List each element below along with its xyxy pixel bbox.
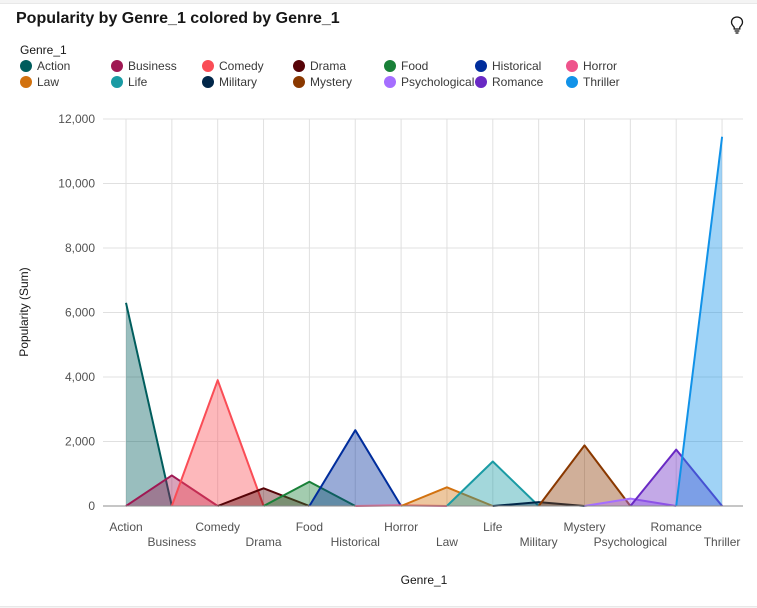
legend-label: Mystery bbox=[310, 75, 352, 89]
x-tick-label: Thriller bbox=[704, 535, 741, 549]
legend-label: Romance bbox=[492, 75, 544, 89]
legend-swatch bbox=[202, 60, 214, 72]
y-tick-label: 2,000 bbox=[65, 435, 95, 449]
line-comedy bbox=[170, 379, 265, 507]
area-food bbox=[263, 481, 356, 506]
legend-label: Psychological bbox=[401, 75, 475, 89]
y-tick-label: 10,000 bbox=[58, 177, 95, 191]
legend-item-drama[interactable]: Drama bbox=[293, 59, 346, 73]
legend-swatch bbox=[566, 76, 578, 88]
x-tick-label: Life bbox=[483, 520, 503, 534]
legend-item-romance[interactable]: Romance bbox=[475, 75, 543, 89]
line-romance bbox=[629, 448, 723, 507]
legend-item-business[interactable]: Business bbox=[111, 59, 177, 73]
legend-label: Drama bbox=[310, 59, 347, 73]
x-tick-label: Psychological bbox=[594, 535, 667, 549]
x-tick-label: Business bbox=[147, 535, 196, 549]
area-law bbox=[401, 487, 493, 506]
y-tick-label: 12,000 bbox=[58, 112, 95, 126]
legend-title: Genre_1 bbox=[20, 43, 67, 57]
legend-item-horror[interactable]: Horror bbox=[566, 59, 617, 73]
line-action bbox=[125, 302, 173, 507]
line-food bbox=[263, 480, 356, 507]
legend-label: Food bbox=[401, 59, 429, 73]
area-drama bbox=[217, 488, 310, 506]
y-axis-title: Popularity (Sum) bbox=[17, 267, 31, 356]
legend-label: Comedy bbox=[219, 59, 264, 73]
legend-label: Historical bbox=[492, 59, 542, 73]
legend-item-life[interactable]: Life bbox=[111, 75, 147, 89]
x-tick-label: Action bbox=[109, 520, 142, 534]
legend-item-thriller[interactable]: Thriller bbox=[566, 75, 620, 89]
chart-title: Popularity by Genre_1 colored by Genre_1 bbox=[16, 10, 340, 27]
legend-label: Thriller bbox=[583, 75, 620, 89]
legend-label: Life bbox=[128, 75, 148, 89]
line-military bbox=[492, 501, 585, 507]
line-drama bbox=[217, 487, 310, 507]
legend-swatch bbox=[202, 76, 214, 88]
x-tick-label: Historical bbox=[331, 535, 380, 549]
area-comedy bbox=[171, 380, 264, 506]
y-tick-label: 6,000 bbox=[65, 306, 95, 320]
area-historical bbox=[309, 430, 402, 506]
legend-swatch bbox=[111, 60, 123, 72]
legend-item-mystery[interactable]: Mystery bbox=[293, 75, 352, 89]
legend-item-action[interactable]: Action bbox=[20, 59, 70, 73]
legend-item-food[interactable]: Food bbox=[384, 59, 428, 73]
x-tick-label: Mystery bbox=[564, 520, 606, 534]
area-mystery bbox=[538, 445, 631, 506]
x-tick-label: Law bbox=[436, 535, 458, 549]
legend-item-psychological[interactable]: Psychological bbox=[384, 75, 474, 89]
legend-label: Horror bbox=[583, 59, 618, 73]
line-mystery bbox=[537, 444, 632, 507]
legend-item-military[interactable]: Military bbox=[202, 75, 257, 89]
x-tick-label: Romance bbox=[651, 520, 703, 534]
legend-swatch bbox=[293, 60, 305, 72]
area-business bbox=[126, 475, 218, 506]
legend-swatch bbox=[20, 76, 32, 88]
x-tick-label: Horror bbox=[384, 520, 418, 534]
area-life bbox=[446, 461, 539, 506]
legend-swatch bbox=[475, 76, 487, 88]
legend-label: Law bbox=[37, 75, 60, 89]
legend-label: Business bbox=[128, 59, 177, 73]
legend-item-comedy[interactable]: Comedy bbox=[202, 59, 264, 73]
line-historical bbox=[308, 429, 402, 507]
legend-swatch bbox=[293, 76, 305, 88]
x-tick-label: Military bbox=[520, 535, 558, 549]
y-tick-label: 0 bbox=[88, 499, 95, 513]
line-life bbox=[446, 460, 540, 507]
line-thriller bbox=[675, 136, 724, 507]
x-tick-label: Food bbox=[296, 520, 323, 534]
legend-swatch bbox=[20, 60, 32, 72]
y-tick-label: 4,000 bbox=[65, 370, 95, 384]
legend-swatch bbox=[111, 76, 123, 88]
legend-swatch bbox=[475, 60, 487, 72]
line-psychological bbox=[584, 497, 677, 507]
legend-label: Military bbox=[219, 75, 257, 89]
x-tick-label: Comedy bbox=[195, 520, 240, 534]
x-axis-title: Genre_1 bbox=[401, 573, 448, 587]
legend-item-historical[interactable]: Historical bbox=[475, 59, 541, 73]
legend-swatch bbox=[384, 76, 396, 88]
area-romance bbox=[630, 449, 723, 506]
line-business bbox=[125, 474, 219, 507]
legend-item-law[interactable]: Law bbox=[20, 75, 59, 89]
line-law bbox=[400, 486, 494, 507]
legend-swatch bbox=[384, 60, 396, 72]
x-tick-label: Drama bbox=[246, 535, 282, 549]
legend-label: Action bbox=[37, 59, 71, 73]
y-tick-label: 8,000 bbox=[65, 241, 95, 255]
area-psychological bbox=[584, 498, 677, 506]
lightbulb-icon[interactable] bbox=[730, 16, 744, 34]
legend-swatch bbox=[566, 60, 578, 72]
